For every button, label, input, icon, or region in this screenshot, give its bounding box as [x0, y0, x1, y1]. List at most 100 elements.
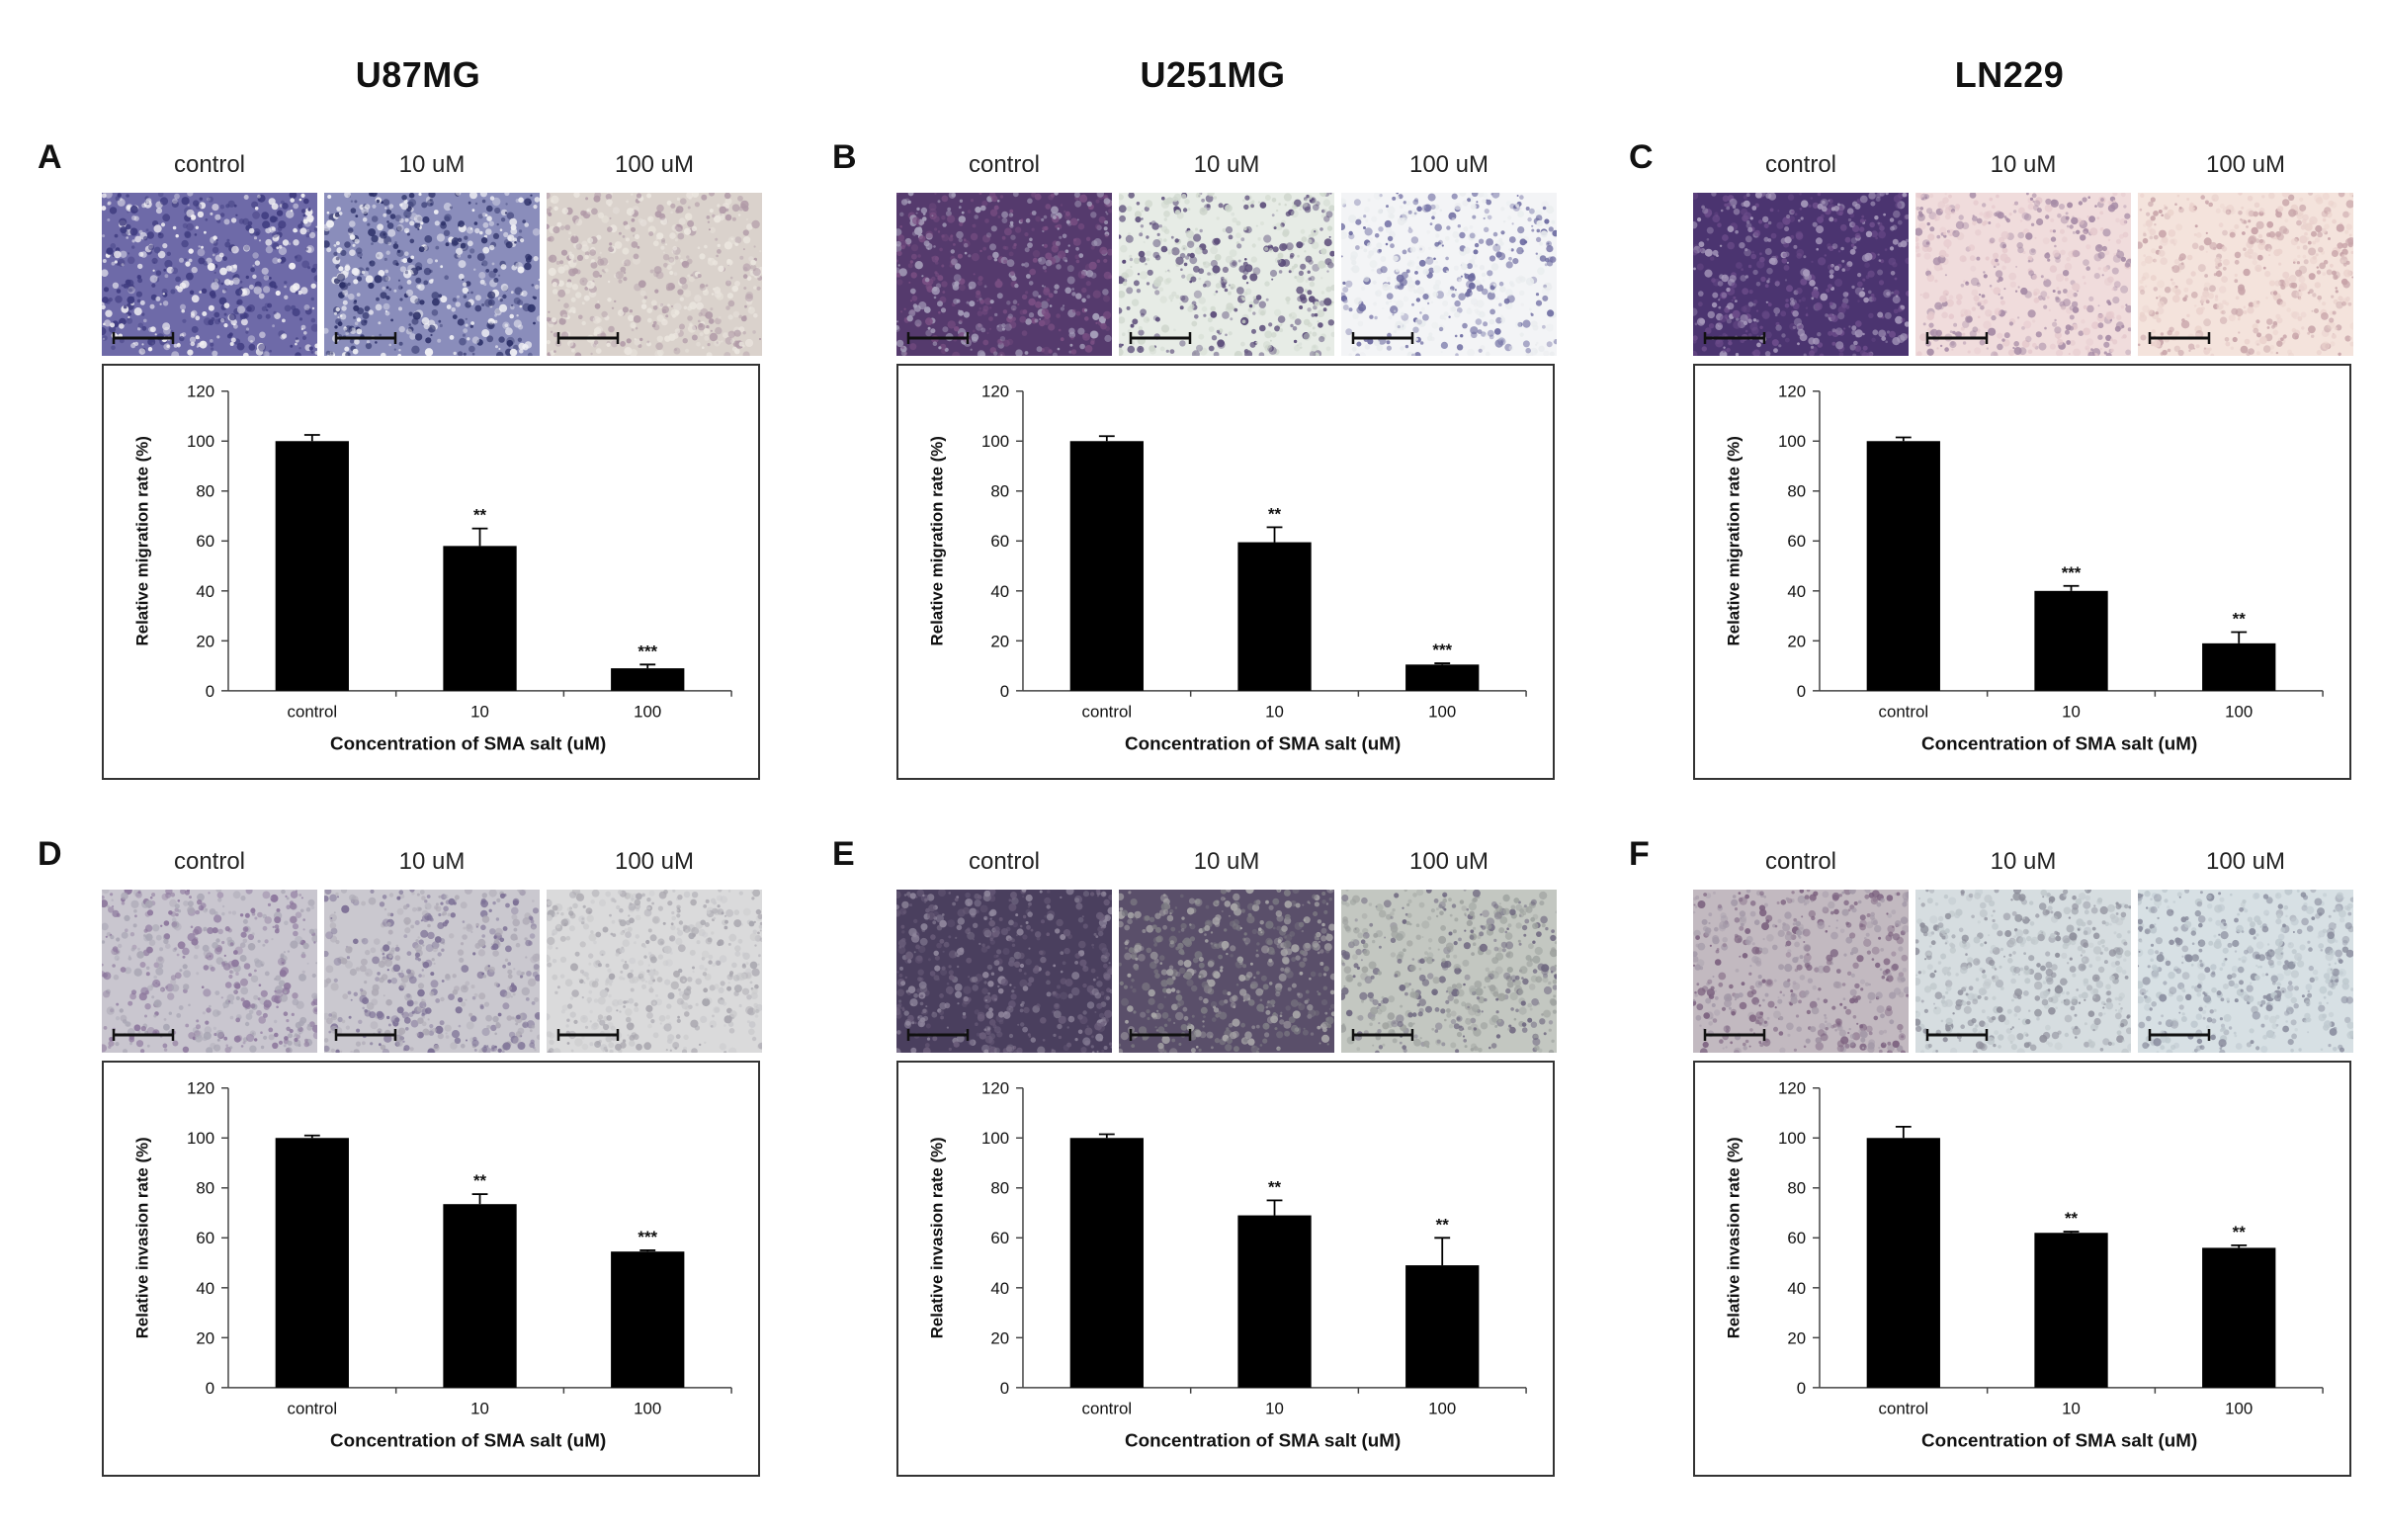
y-tick-label: 20	[990, 1328, 1009, 1347]
micrograph-image	[1915, 890, 2131, 1053]
micrograph-image	[1119, 193, 1334, 356]
x-axis-label: Concentration of SMA salt (uM)	[330, 732, 606, 753]
y-axis-label: Relative migration rate (%)	[1725, 436, 1744, 645]
y-tick-label: 60	[1787, 1229, 1806, 1247]
significance-marker: ***	[638, 1228, 657, 1246]
bar-chart-svg: 0 20 40 60 80 100 120 Relative migration rate (…	[133, 383, 732, 753]
significance-marker: **	[2233, 610, 2247, 629]
bar-control	[1069, 1138, 1144, 1388]
bar-100	[611, 1251, 685, 1388]
bar-control	[1069, 441, 1144, 691]
micrograph-label: 100 uM	[1408, 151, 1489, 178]
x-tick-label: 100	[1428, 703, 1456, 722]
y-tick-label: 120	[1778, 1079, 1806, 1098]
y-tick-label: 40	[990, 582, 1009, 601]
x-tick-label: control	[1082, 703, 1133, 722]
micrograph-texture	[1693, 890, 1909, 1053]
bar-chart-panel-b: 0 20 40 60 80 100 120 Relative migration rate (…	[896, 364, 1555, 780]
micrograph-image	[1341, 193, 1557, 356]
bar-chart-svg: 0 20 40 60 80 100 120 Relative migration rate (…	[1725, 383, 2324, 753]
bar-chart-svg: 0 20 40 60 80 100 120 Relative invasion rate (%…	[1725, 1079, 2324, 1450]
scale-bar	[1351, 332, 1414, 344]
y-tick-label: 120	[187, 383, 214, 401]
scale-bar	[334, 1029, 397, 1041]
significance-marker: ***	[2062, 563, 2082, 582]
micrograph-image	[547, 890, 762, 1053]
micrograph-label: 10 uM	[1990, 151, 2057, 178]
error-bar	[471, 1193, 488, 1205]
micrograph-label: 100 uM	[2205, 848, 2286, 875]
significance-marker: **	[1268, 1177, 1282, 1196]
micrograph-label: 100 uM	[1408, 848, 1489, 875]
significance-marker: **	[2233, 1223, 2247, 1241]
y-tick-label: 0	[206, 1379, 214, 1398]
y-tick-label: 120	[981, 1079, 1009, 1098]
y-tick-label: 0	[1000, 1379, 1009, 1398]
panel-label-f: F	[1629, 835, 1650, 873]
y-tick-label: 100	[1778, 1129, 1806, 1148]
error-bar	[1266, 526, 1283, 543]
micrograph-label: control	[1764, 151, 1837, 178]
y-tick-label: 100	[187, 432, 214, 451]
micrograph-texture	[1119, 193, 1334, 356]
micrograph-texture	[1119, 890, 1334, 1053]
bar-10	[443, 1204, 517, 1388]
y-tick-label: 60	[990, 1229, 1009, 1247]
y-tick-label: 0	[206, 682, 214, 701]
micrograph-texture	[896, 890, 1112, 1053]
y-tick-label: 100	[981, 432, 1009, 451]
y-axis-label: Relative migration rate (%)	[928, 436, 947, 645]
micrograph-image	[1693, 890, 1909, 1053]
significance-marker: ***	[638, 642, 657, 660]
micrograph-image	[896, 193, 1112, 356]
micrograph-label: 10 uM	[398, 151, 466, 178]
scale-bar	[334, 332, 397, 344]
y-tick-label: 120	[1778, 383, 1806, 401]
micrograph-texture	[324, 193, 540, 356]
y-tick-label: 80	[196, 1179, 214, 1198]
y-tick-label: 40	[1787, 1279, 1806, 1298]
significance-marker: **	[473, 1171, 487, 1190]
micrograph-image	[102, 890, 317, 1053]
micrograph-texture	[547, 193, 762, 356]
x-tick-label: control	[1082, 1400, 1133, 1418]
error-bar	[2063, 1231, 2080, 1234]
x-tick-label: control	[288, 703, 338, 722]
y-tick-label: 60	[990, 532, 1009, 551]
x-axis-label: Concentration of SMA salt (uM)	[1921, 732, 2197, 753]
micrograph-label: 100 uM	[614, 848, 695, 875]
y-tick-label: 20	[196, 632, 214, 650]
y-tick-label: 100	[1778, 432, 1806, 451]
error-bar	[471, 527, 488, 547]
bar-chart-panel-a: 0 20 40 60 80 100 120 Relative migration rate (…	[102, 364, 760, 780]
x-tick-label: control	[1879, 703, 1929, 722]
micrograph-image	[102, 193, 317, 356]
bar-100	[2202, 642, 2276, 691]
micrograph-label: 10 uM	[398, 848, 466, 875]
y-tick-label: 80	[990, 1179, 1009, 1198]
y-tick-label: 60	[1787, 532, 1806, 551]
scale-bar	[556, 332, 620, 344]
error-bar	[1895, 1126, 1912, 1139]
micrograph-image	[1119, 890, 1334, 1053]
scale-bar	[556, 1029, 620, 1041]
significance-marker: **	[2065, 1209, 2079, 1228]
scale-bar	[1703, 332, 1766, 344]
micrograph-texture	[102, 193, 317, 356]
micrograph-image	[1693, 193, 1909, 356]
micrograph-texture	[1693, 193, 1909, 356]
x-tick-label: 100	[1428, 1400, 1456, 1418]
micrograph-image	[896, 890, 1112, 1053]
error-bar	[303, 434, 320, 442]
y-axis-label: Relative invasion rate (%)	[928, 1137, 947, 1338]
x-tick-label: 10	[470, 703, 489, 722]
micrograph-label: control	[1764, 848, 1837, 875]
y-tick-label: 40	[196, 1279, 214, 1298]
micrograph-texture	[2138, 890, 2353, 1053]
y-tick-label: 80	[1787, 482, 1806, 501]
micrograph-texture	[1341, 193, 1557, 356]
y-axis-label: Relative migration rate (%)	[133, 436, 152, 645]
y-tick-label: 0	[1000, 682, 1009, 701]
panel-label-e: E	[832, 835, 855, 873]
bar-chart-panel-d: 0 20 40 60 80 100 120 Relative invasion rate (%…	[102, 1061, 760, 1477]
